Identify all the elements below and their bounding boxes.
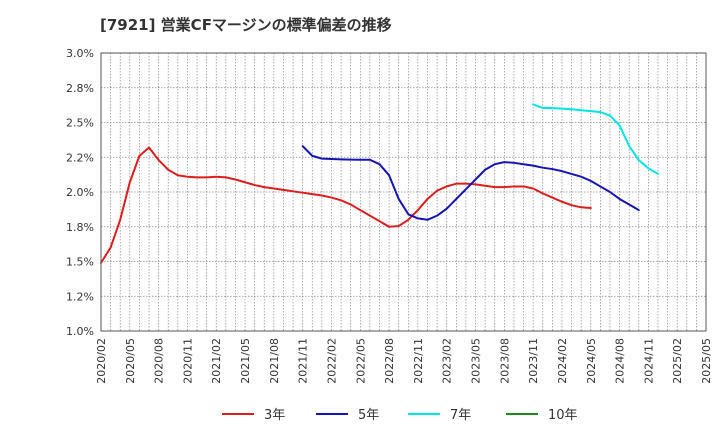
x-tick-label: 2024/05 <box>585 338 598 384</box>
legend-label: 10年 <box>548 408 578 423</box>
legend-label: 7年 <box>450 408 471 423</box>
series-layer <box>100 103 659 264</box>
x-tick-label: 2023/02 <box>441 338 454 384</box>
x-tick-label: 2021/08 <box>268 338 281 384</box>
y-tick-label: 1.8% <box>66 221 94 234</box>
plot-frame <box>100 52 707 332</box>
x-tick-label: 2022/08 <box>383 338 396 384</box>
x-tick-label: 2023/05 <box>470 338 483 384</box>
x-tick-label: 2025/02 <box>671 338 684 384</box>
x-tick-label: 2023/11 <box>527 338 540 384</box>
x-tick-label: 2025/05 <box>700 338 713 384</box>
axis-layer: 1.0% 1.2% 1.5% 1.8% 2.0% 2.2% 2.5% 2.8% 3.0% 2020… <box>66 47 713 384</box>
x-tick-label: 2020/05 <box>124 338 137 384</box>
y-tick-label: 2.5% <box>66 117 94 130</box>
x-tick-label: 2024/11 <box>642 338 655 384</box>
legend-label: 3年 <box>264 408 285 423</box>
grid-layer <box>101 53 706 331</box>
x-tick-label: 2024/08 <box>614 338 627 384</box>
y-tick-label: 2.8% <box>66 82 94 95</box>
series-line <box>100 146 592 264</box>
y-tick-label: 2.2% <box>66 151 94 164</box>
x-tick-label: 2021/02 <box>210 338 223 384</box>
x-tick-label: 2021/11 <box>297 338 310 384</box>
x-tick-label: 2020/02 <box>95 338 108 384</box>
legend-layer: 3年 5年 7年 10年 <box>222 408 578 423</box>
x-tick-label: 2021/05 <box>239 338 252 384</box>
chart-title: [7921] 営業CFマージンの標準偏差の推移 <box>100 16 392 34</box>
x-tick-label: 2022/02 <box>325 338 338 384</box>
x-tick-label: 2022/11 <box>412 338 425 384</box>
x-tick-label: 2022/05 <box>354 338 367 384</box>
x-tick-label: 2023/08 <box>498 338 511 384</box>
y-tick-label: 1.2% <box>66 290 94 303</box>
y-tick-label: 1.5% <box>66 256 94 269</box>
x-tick-label: 2024/02 <box>556 338 569 384</box>
y-tick-label: 2.0% <box>66 186 94 199</box>
y-tick-label: 1.0% <box>66 325 94 338</box>
series-line <box>301 145 640 221</box>
y-tick-label: 3.0% <box>66 47 94 60</box>
x-tick-label: 2020/11 <box>181 338 194 384</box>
series-line <box>532 103 659 175</box>
x-tick-label: 2020/08 <box>153 338 166 384</box>
legend-label: 5年 <box>358 408 379 423</box>
